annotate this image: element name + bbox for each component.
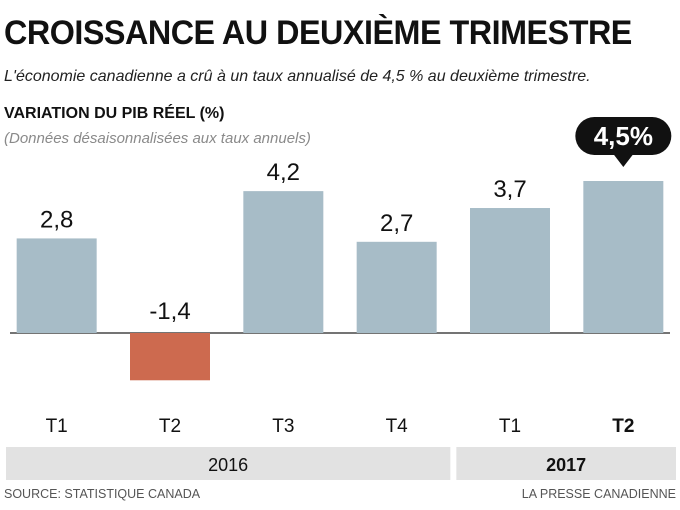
x-tick-label-1: T1 (46, 416, 68, 437)
data-label-4: 2,7 (380, 210, 413, 237)
bar-4 (356, 241, 437, 333)
data-label-2: -1,4 (149, 298, 190, 325)
year-label-2017: 2017 (546, 455, 586, 475)
year-label-2016: 2016 (208, 455, 248, 475)
x-tick-label-4: T4 (386, 416, 409, 437)
callout-pointer (613, 154, 634, 167)
callout-bubble (575, 117, 672, 155)
y-axis-label: VARIATION DU PIB RÉEL (%) (4, 105, 225, 122)
credit-note: LA PRESSE CANADIENNE (521, 487, 676, 501)
y-axis-note: (Données désaisonnalisées aux taux annue… (4, 130, 311, 147)
chart-title: CROISSANCE AU DEUXIÈME TRIMESTRE (4, 14, 632, 52)
bar-1 (16, 238, 97, 333)
year-band-2017 (456, 447, 676, 480)
bar-6 (583, 181, 664, 333)
x-tick-label-3: T3 (272, 416, 294, 437)
bar-5 (470, 208, 550, 333)
year-band-2016 (6, 447, 451, 480)
data-label-1: 2,8 (40, 206, 73, 233)
data-label-3: 4,2 (267, 159, 300, 186)
x-tick-label-5: T1 (499, 416, 521, 437)
source-note: SOURCE: STATISTIQUE CANADA (4, 487, 201, 501)
x-tick-label-2: T2 (159, 416, 181, 437)
bar-2 (130, 333, 210, 381)
x-tick-label-6: T2 (612, 416, 634, 437)
bar-3 (243, 191, 324, 333)
data-label-5: 3,7 (493, 176, 526, 203)
data-label-6: 4,5% (594, 121, 653, 151)
chart-subtitle: L'économie canadienne a crû à un taux an… (4, 68, 591, 85)
